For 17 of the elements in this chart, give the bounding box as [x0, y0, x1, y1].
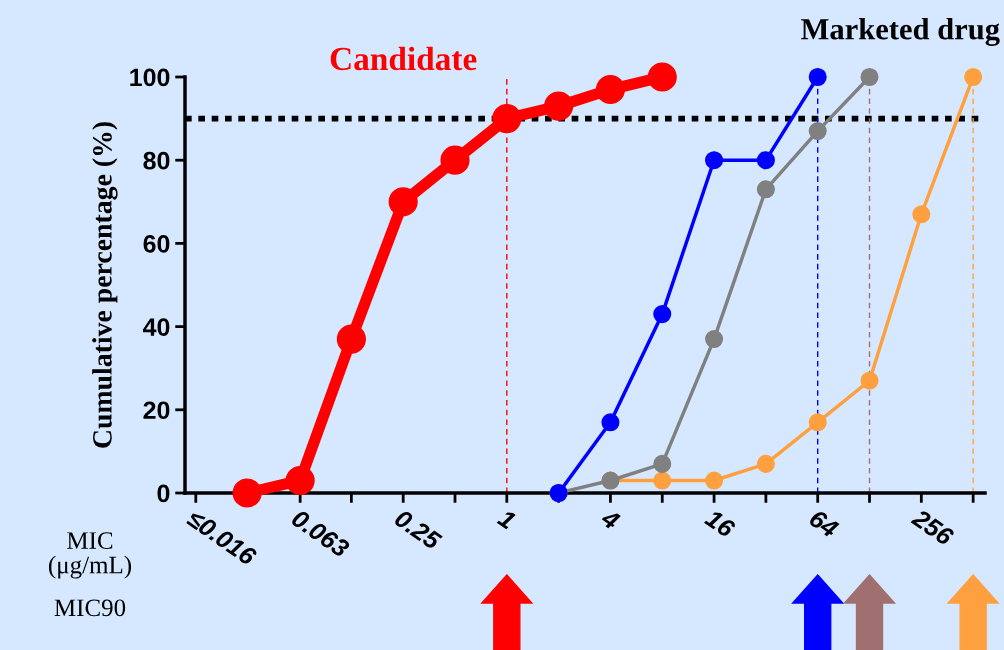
- x-tick-label: 64: [808, 508, 840, 539]
- series-label: Candidate: [330, 46, 477, 71]
- y-tick-label: 20: [143, 401, 170, 420]
- y-tick-label: 60: [143, 235, 170, 253]
- x-tick-label: 16: [703, 508, 737, 539]
- y-tick-label: 80: [143, 151, 170, 170]
- y-tick-label: 100: [130, 68, 170, 87]
- text: MIC (μg/mL): [48, 532, 132, 579]
- x-tick-label: 256: [910, 507, 956, 547]
- y-tick-label: 0: [157, 484, 170, 503]
- x-tick-label: 4: [599, 508, 621, 531]
- text: Marketed drug: [801, 18, 1000, 46]
- y-tick-label: 40: [142, 318, 170, 336]
- x-tick-label: 0.25: [393, 508, 443, 551]
- y-axis-title: Cumulative percentage (%): [92, 122, 118, 448]
- text: MIC90: [54, 599, 126, 617]
- x-tick-label: 1: [496, 508, 517, 530]
